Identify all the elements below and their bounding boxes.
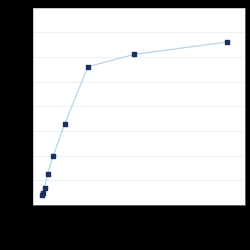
Point	[86, 65, 90, 69]
Point	[41, 191, 45, 195]
Point	[42, 186, 46, 190]
Point	[46, 172, 50, 176]
Point	[224, 40, 228, 44]
Point	[63, 122, 67, 126]
Point	[40, 193, 44, 197]
X-axis label: Rat Corticosteroid 11-Beta-Dehydrogenase Isozyme 1 (HSD11B1)
Concentration (ng/m: Rat Corticosteroid 11-Beta-Dehydrogenase…	[42, 220, 235, 231]
Point	[132, 52, 136, 56]
Point	[51, 154, 55, 158]
Y-axis label: OD: OD	[7, 101, 12, 111]
